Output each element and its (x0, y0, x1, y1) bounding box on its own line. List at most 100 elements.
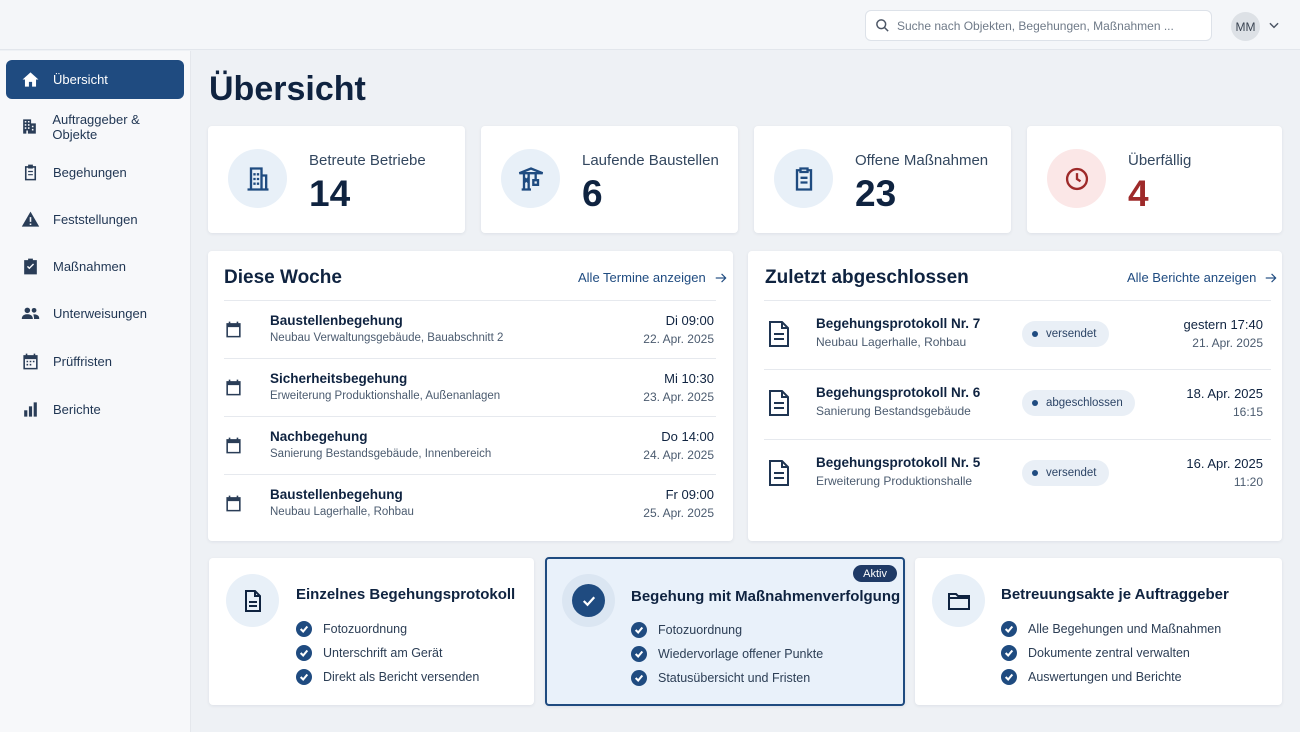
stat-card-massnahmen[interactable]: Offene Maßnahmen 23 (754, 126, 1011, 233)
stat-card-betriebe[interactable]: Betreute Betriebe 14 (208, 126, 465, 233)
check-icon (631, 622, 647, 638)
report-date: 16. Apr. 2025 (1186, 456, 1263, 471)
link-label: Alle Termine anzeigen (578, 270, 706, 285)
feature-item: Unterschrift am Gerät (296, 641, 479, 665)
user-avatar[interactable]: MM (1231, 12, 1260, 41)
all-reports-link[interactable]: Alle Berichte anzeigen (1127, 270, 1278, 285)
status-label: versendet (1046, 467, 1097, 479)
sidebar-item-unterweisungen[interactable]: Unterweisungen (6, 294, 184, 333)
report-time: 11:20 (1233, 475, 1263, 489)
row-title: Sicherheitsbegehung (270, 371, 408, 386)
feature-item: Dokumente zentral verwalten (1001, 641, 1221, 665)
sidebar-item-feststellungen[interactable]: Feststellungen (6, 200, 184, 239)
search-icon (876, 19, 889, 32)
stat-card-ueberfaellig[interactable]: Überfällig 4 (1027, 126, 1282, 233)
feature-item: Fotozuordnung (631, 618, 823, 642)
status-dot (1032, 331, 1038, 337)
row-date: 24. Apr. 2025 (643, 448, 714, 462)
feature-title: Betreuungsakte je Auftraggeber (1001, 586, 1229, 603)
report-title: Begehungsprotokoll Nr. 6 (816, 385, 981, 400)
sidebar-item-berichte[interactable]: Berichte (6, 390, 184, 429)
status-badge: versendet (1022, 321, 1109, 347)
building-icon (228, 149, 287, 208)
sidebar-item-prueffristen[interactable]: Prüffristen (6, 342, 184, 381)
report-subtitle: Neubau Lagerhalle, Rohbau (816, 335, 967, 349)
feature-card-betreuungsakte[interactable]: Betreuungsakte je Auftraggeber Alle Bege… (915, 558, 1282, 705)
sidebar-item-auftraggeber[interactable]: Auftraggeber & Objekte (6, 107, 184, 146)
check-icon (1001, 645, 1017, 661)
feature-list: Alle Begehungen und Maßnahmen Dokumente … (1001, 617, 1221, 689)
report-date: 18. Apr. 2025 (1186, 386, 1263, 401)
check-icon (296, 645, 312, 661)
warning-icon (20, 210, 40, 230)
feature-title: Begehung mit Maßnahmenverfolgung (631, 588, 901, 605)
sidebar-item-begehungen[interactable]: Begehungen (6, 153, 184, 192)
sidebar-item-massnahmen[interactable]: Maßnahmen (6, 247, 184, 286)
check-icon (296, 669, 312, 685)
stat-label: Betreute Betriebe (309, 152, 426, 169)
list-item[interactable]: Nachbegehung Sanierung Bestandsgebäude, … (224, 416, 716, 474)
clipboard-icon (774, 149, 833, 208)
list-item[interactable]: Baustellenbegehung Neubau Verwaltungsgeb… (224, 300, 716, 358)
stat-label: Laufende Baustellen (582, 152, 719, 169)
document-icon (767, 459, 791, 487)
stat-card-baustellen[interactable]: Laufende Baustellen 6 (481, 126, 738, 233)
chevron-down-icon[interactable] (1267, 18, 1281, 32)
building-icon (20, 117, 39, 137)
stat-value: 14 (309, 173, 351, 214)
sidebar-item-label: Begehungen (53, 165, 127, 180)
list-item[interactable]: Sicherheitsbegehung Erweiterung Produkti… (224, 358, 716, 416)
status-dot (1032, 400, 1038, 406)
status-dot (1032, 470, 1038, 476)
feature-item-label: Dokumente zentral verwalten (1028, 646, 1190, 660)
stat-label: Offene Maßnahmen (855, 152, 989, 169)
list-item[interactable]: Begehungsprotokoll Nr. 7 Neubau Lagerhal… (764, 300, 1271, 370)
sidebar: Übersicht Auftraggeber & Objekte Begehun… (0, 51, 191, 732)
check-icon (631, 670, 647, 686)
people-icon (20, 304, 40, 324)
sidebar-item-label: Übersicht (53, 72, 108, 87)
check-icon (572, 584, 605, 617)
sidebar-item-label: Maßnahmen (53, 259, 126, 274)
list-item[interactable]: Begehungsprotokoll Nr. 5 Erweiterung Pro… (764, 439, 1271, 509)
status-label: versendet (1046, 328, 1097, 340)
all-appointments-link[interactable]: Alle Termine anzeigen (578, 270, 728, 285)
status-badge: versendet (1022, 460, 1109, 486)
panel-title: Zuletzt abgeschlossen (765, 267, 969, 288)
top-bar: MM (0, 0, 1300, 50)
sidebar-item-uebersicht[interactable]: Übersicht (6, 60, 184, 99)
calendar-icon (224, 378, 243, 397)
search-box[interactable] (865, 10, 1212, 41)
sidebar-item-label: Berichte (53, 402, 101, 417)
sidebar-item-label: Prüffristen (53, 354, 113, 369)
link-label: Alle Berichte anzeigen (1127, 270, 1257, 285)
feature-title: Einzelnes Begehungsprotokoll (296, 586, 516, 603)
list-item[interactable]: Baustellenbegehung Neubau Lagerhalle, Ro… (224, 474, 716, 532)
feature-item: Direkt als Bericht versenden (296, 665, 479, 689)
row-title: Nachbegehung (270, 429, 368, 444)
feature-item: Statusübersicht und Fristen (631, 666, 823, 690)
clock-icon (1047, 149, 1106, 208)
row-subtitle: Neubau Verwaltungsgebäude, Bauabschnitt … (270, 332, 504, 344)
folder-icon (932, 574, 985, 627)
feature-item-label: Auswertungen und Berichte (1028, 670, 1182, 684)
sidebar-item-label: Feststellungen (53, 212, 138, 227)
sidebar-item-label: Unterweisungen (53, 306, 147, 321)
calendar-icon (224, 436, 243, 455)
check-icon (1001, 669, 1017, 685)
feature-item-label: Statusübersicht und Fristen (658, 671, 811, 685)
panel-title: Diese Woche (224, 267, 342, 288)
crane-icon (501, 149, 560, 208)
row-date: 23. Apr. 2025 (643, 390, 714, 404)
check-icon (296, 621, 312, 637)
active-badge: Aktiv (853, 565, 897, 582)
list-item[interactable]: Begehungsprotokoll Nr. 6 Sanierung Besta… (764, 369, 1271, 439)
home-icon (20, 70, 40, 90)
feature-card-massnahmenverfolgung[interactable]: Aktiv Begehung mit Maßnahmenverfolgung F… (545, 557, 905, 706)
search-input[interactable] (897, 18, 1197, 33)
row-subtitle: Sanierung Bestandsgebäude, Innenbereich (270, 448, 492, 460)
report-time: 16:15 (1232, 405, 1263, 419)
feature-item: Auswertungen und Berichte (1001, 665, 1221, 689)
feature-card-einzelprotokoll[interactable]: Einzelnes Begehungsprotokoll Fotozuordnu… (209, 558, 534, 705)
document-icon (767, 320, 791, 348)
